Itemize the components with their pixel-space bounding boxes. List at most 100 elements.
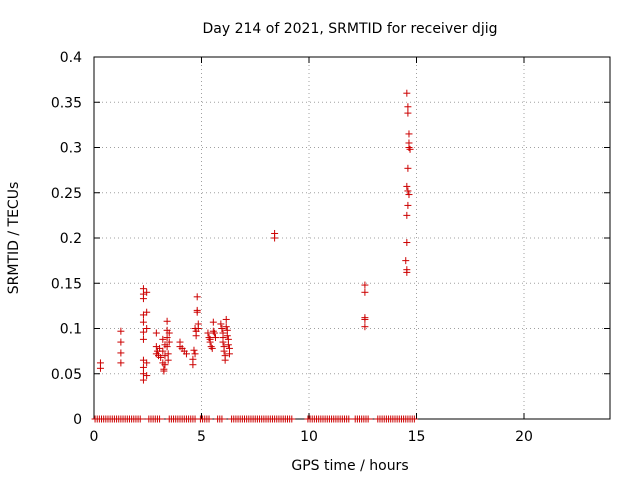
data-point [361,288,369,296]
data-point [405,130,413,138]
data-point [209,318,217,326]
data-point [152,343,160,351]
data-points [91,89,418,423]
data-point [157,353,165,361]
data-point [207,343,215,351]
data-point [225,350,233,358]
data-point [117,327,125,335]
data-point [208,344,216,352]
data-point [405,144,413,151]
data-point [193,293,201,301]
data-point [191,350,199,358]
data-point [221,356,229,364]
data-point [210,329,218,337]
y-tick-label: 0 [73,412,82,428]
data-point [139,370,147,378]
zero-value-cluster [165,415,199,423]
data-point [159,335,167,343]
data-point [165,338,173,346]
data-point [222,323,230,331]
data-point [361,281,369,289]
data-point [143,308,151,316]
data-point [193,308,201,316]
y-tick-label: 0.3 [60,141,82,157]
data-point [117,349,125,357]
data-point [402,257,410,265]
data-point [163,317,171,325]
data-point [189,361,197,369]
y-tick-label: 0.05 [51,367,82,383]
data-point [206,338,214,346]
data-point [211,334,219,342]
y-tick-label: 0.15 [51,276,82,292]
data-point [192,332,200,340]
data-point [143,359,151,367]
zero-value-cluster [228,415,296,423]
data-point [204,329,212,337]
data-point [139,335,147,343]
data-point [161,352,169,360]
data-point [218,325,226,332]
y-tick-label: 0.2 [60,231,82,247]
data-point [403,182,411,190]
data-point [403,239,411,247]
data-point [143,325,151,332]
y-tick-label: 0.25 [51,186,82,202]
data-point [190,346,198,354]
x-tick-label: 15 [408,429,426,445]
y-axis-label: SRMTID / TECUs [6,182,22,295]
data-point [139,295,147,303]
data-point [361,315,369,323]
data-point [139,376,147,384]
x-tick-label: 5 [197,429,206,445]
data-point [163,334,171,342]
data-point [403,89,411,97]
data-point [143,288,151,296]
data-point [405,191,413,199]
y-tick-label: 0.4 [60,50,82,66]
data-point [403,268,411,276]
zero-value-cluster [91,415,145,423]
axis-ticks: 0 5 10 15 20 0 0.05 0.1 0.15 0.2 0.25 0.3 0.35 0.4 [51,50,610,445]
data-point [96,364,104,372]
zero-value-cluster [374,415,418,423]
data-point [205,334,213,342]
zero-value-cluster [196,415,213,423]
data-point [164,356,172,364]
grid-lines [94,57,610,419]
data-point [361,323,369,331]
data-point [217,320,225,328]
data-point [220,347,228,355]
data-point [152,329,160,337]
x-axis-label: GPS time / hours [291,458,408,474]
data-point [219,338,227,346]
data-point [182,350,190,358]
zero-value-cluster [304,415,354,423]
data-point [165,329,173,337]
data-point [224,341,232,349]
data-point [404,201,412,209]
data-point [139,363,147,371]
data-point [403,211,411,219]
data-point [117,359,125,367]
data-point [222,315,230,323]
zero-value-cluster [351,415,373,423]
data-point [406,145,414,153]
data-point [163,343,171,351]
data-point [117,338,125,346]
data-point [194,325,202,332]
plot-frame [93,56,611,420]
y-tick-label: 0.1 [60,322,82,338]
data-point [223,332,231,340]
data-point [139,328,147,336]
data-point [404,187,412,195]
data-point [404,103,412,111]
data-point [161,361,169,369]
data-point [404,109,412,117]
data-point [271,234,279,242]
data-point [159,347,167,355]
chart-title: Day 214 of 2021, SRMTID for receiver dji… [203,21,498,37]
x-tick-label: 10 [300,429,318,445]
zero-value-cluster [145,415,165,423]
